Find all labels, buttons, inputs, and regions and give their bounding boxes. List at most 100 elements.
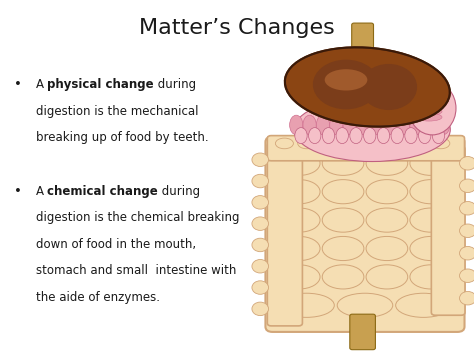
Ellipse shape [416,102,442,110]
Ellipse shape [342,138,360,149]
Ellipse shape [410,115,423,135]
FancyBboxPatch shape [350,314,375,350]
Ellipse shape [322,236,364,261]
Text: Matter’s Changes: Matter’s Changes [139,18,335,38]
Ellipse shape [343,115,356,135]
Ellipse shape [364,127,376,144]
Ellipse shape [459,291,474,305]
Ellipse shape [410,138,428,149]
Ellipse shape [410,236,452,261]
Ellipse shape [410,151,452,175]
Ellipse shape [322,127,335,144]
Ellipse shape [252,196,268,209]
Ellipse shape [396,293,451,317]
Ellipse shape [322,151,364,175]
Ellipse shape [322,208,364,232]
FancyBboxPatch shape [267,136,465,161]
Text: A: A [36,185,47,198]
Ellipse shape [432,138,450,149]
Text: •: • [14,78,22,91]
Text: •: • [14,185,22,198]
Ellipse shape [337,293,393,317]
Text: digestion is the mechanical: digestion is the mechanical [36,105,198,118]
Ellipse shape [370,115,383,135]
Ellipse shape [278,151,320,175]
Ellipse shape [278,180,320,204]
Ellipse shape [252,153,268,166]
Ellipse shape [313,60,379,109]
Ellipse shape [459,246,474,260]
Ellipse shape [252,302,268,316]
Ellipse shape [410,265,452,289]
Ellipse shape [322,180,364,204]
Ellipse shape [356,115,370,135]
Text: chemical change: chemical change [47,185,158,198]
Ellipse shape [278,265,320,289]
Text: stomach and small  intestine with: stomach and small intestine with [36,264,236,278]
Ellipse shape [366,236,408,261]
Ellipse shape [330,115,343,135]
Text: breaking up of food by teeth.: breaking up of food by teeth. [36,131,208,144]
Ellipse shape [294,98,450,162]
Ellipse shape [275,138,293,149]
Text: during: during [158,185,200,198]
Ellipse shape [383,115,396,135]
Ellipse shape [366,265,408,289]
Ellipse shape [419,127,431,144]
Ellipse shape [279,293,334,317]
Text: during: during [154,78,196,91]
Ellipse shape [278,236,320,261]
Ellipse shape [350,127,362,144]
Ellipse shape [459,157,474,170]
Ellipse shape [309,127,321,144]
Ellipse shape [410,180,452,204]
Ellipse shape [298,138,316,149]
Text: digestion is the chemical breaking: digestion is the chemical breaking [36,211,239,224]
Ellipse shape [459,224,474,237]
Ellipse shape [459,179,474,192]
Text: down of food in the mouth,: down of food in the mouth, [36,238,196,251]
Ellipse shape [252,174,268,188]
Ellipse shape [252,260,268,273]
Ellipse shape [336,127,348,144]
Ellipse shape [416,85,442,93]
FancyBboxPatch shape [431,146,465,315]
Ellipse shape [396,115,410,135]
Ellipse shape [416,108,442,115]
FancyBboxPatch shape [265,137,465,332]
Text: the aide of enzymes.: the aide of enzymes. [36,291,160,304]
Ellipse shape [295,127,307,144]
Text: A: A [36,78,47,91]
Ellipse shape [252,217,268,230]
Ellipse shape [416,113,442,121]
Ellipse shape [252,281,268,294]
FancyBboxPatch shape [352,23,374,62]
Ellipse shape [290,115,303,135]
Ellipse shape [325,69,367,91]
Ellipse shape [303,115,316,135]
Ellipse shape [416,96,442,104]
Ellipse shape [416,91,442,98]
Ellipse shape [360,64,417,110]
Ellipse shape [366,208,408,232]
Ellipse shape [423,115,437,135]
Ellipse shape [316,115,329,135]
Ellipse shape [409,82,456,135]
Ellipse shape [320,138,338,149]
Ellipse shape [459,269,474,283]
Ellipse shape [278,208,320,232]
Ellipse shape [437,115,450,135]
Text: physical change: physical change [47,78,154,91]
Ellipse shape [285,47,450,127]
Ellipse shape [366,151,408,175]
Ellipse shape [391,127,403,144]
Ellipse shape [377,127,390,144]
Ellipse shape [366,180,408,204]
Ellipse shape [365,138,383,149]
Ellipse shape [387,138,405,149]
FancyBboxPatch shape [267,143,302,326]
Ellipse shape [252,238,268,252]
Ellipse shape [322,265,364,289]
Ellipse shape [405,127,417,144]
Ellipse shape [410,208,452,232]
